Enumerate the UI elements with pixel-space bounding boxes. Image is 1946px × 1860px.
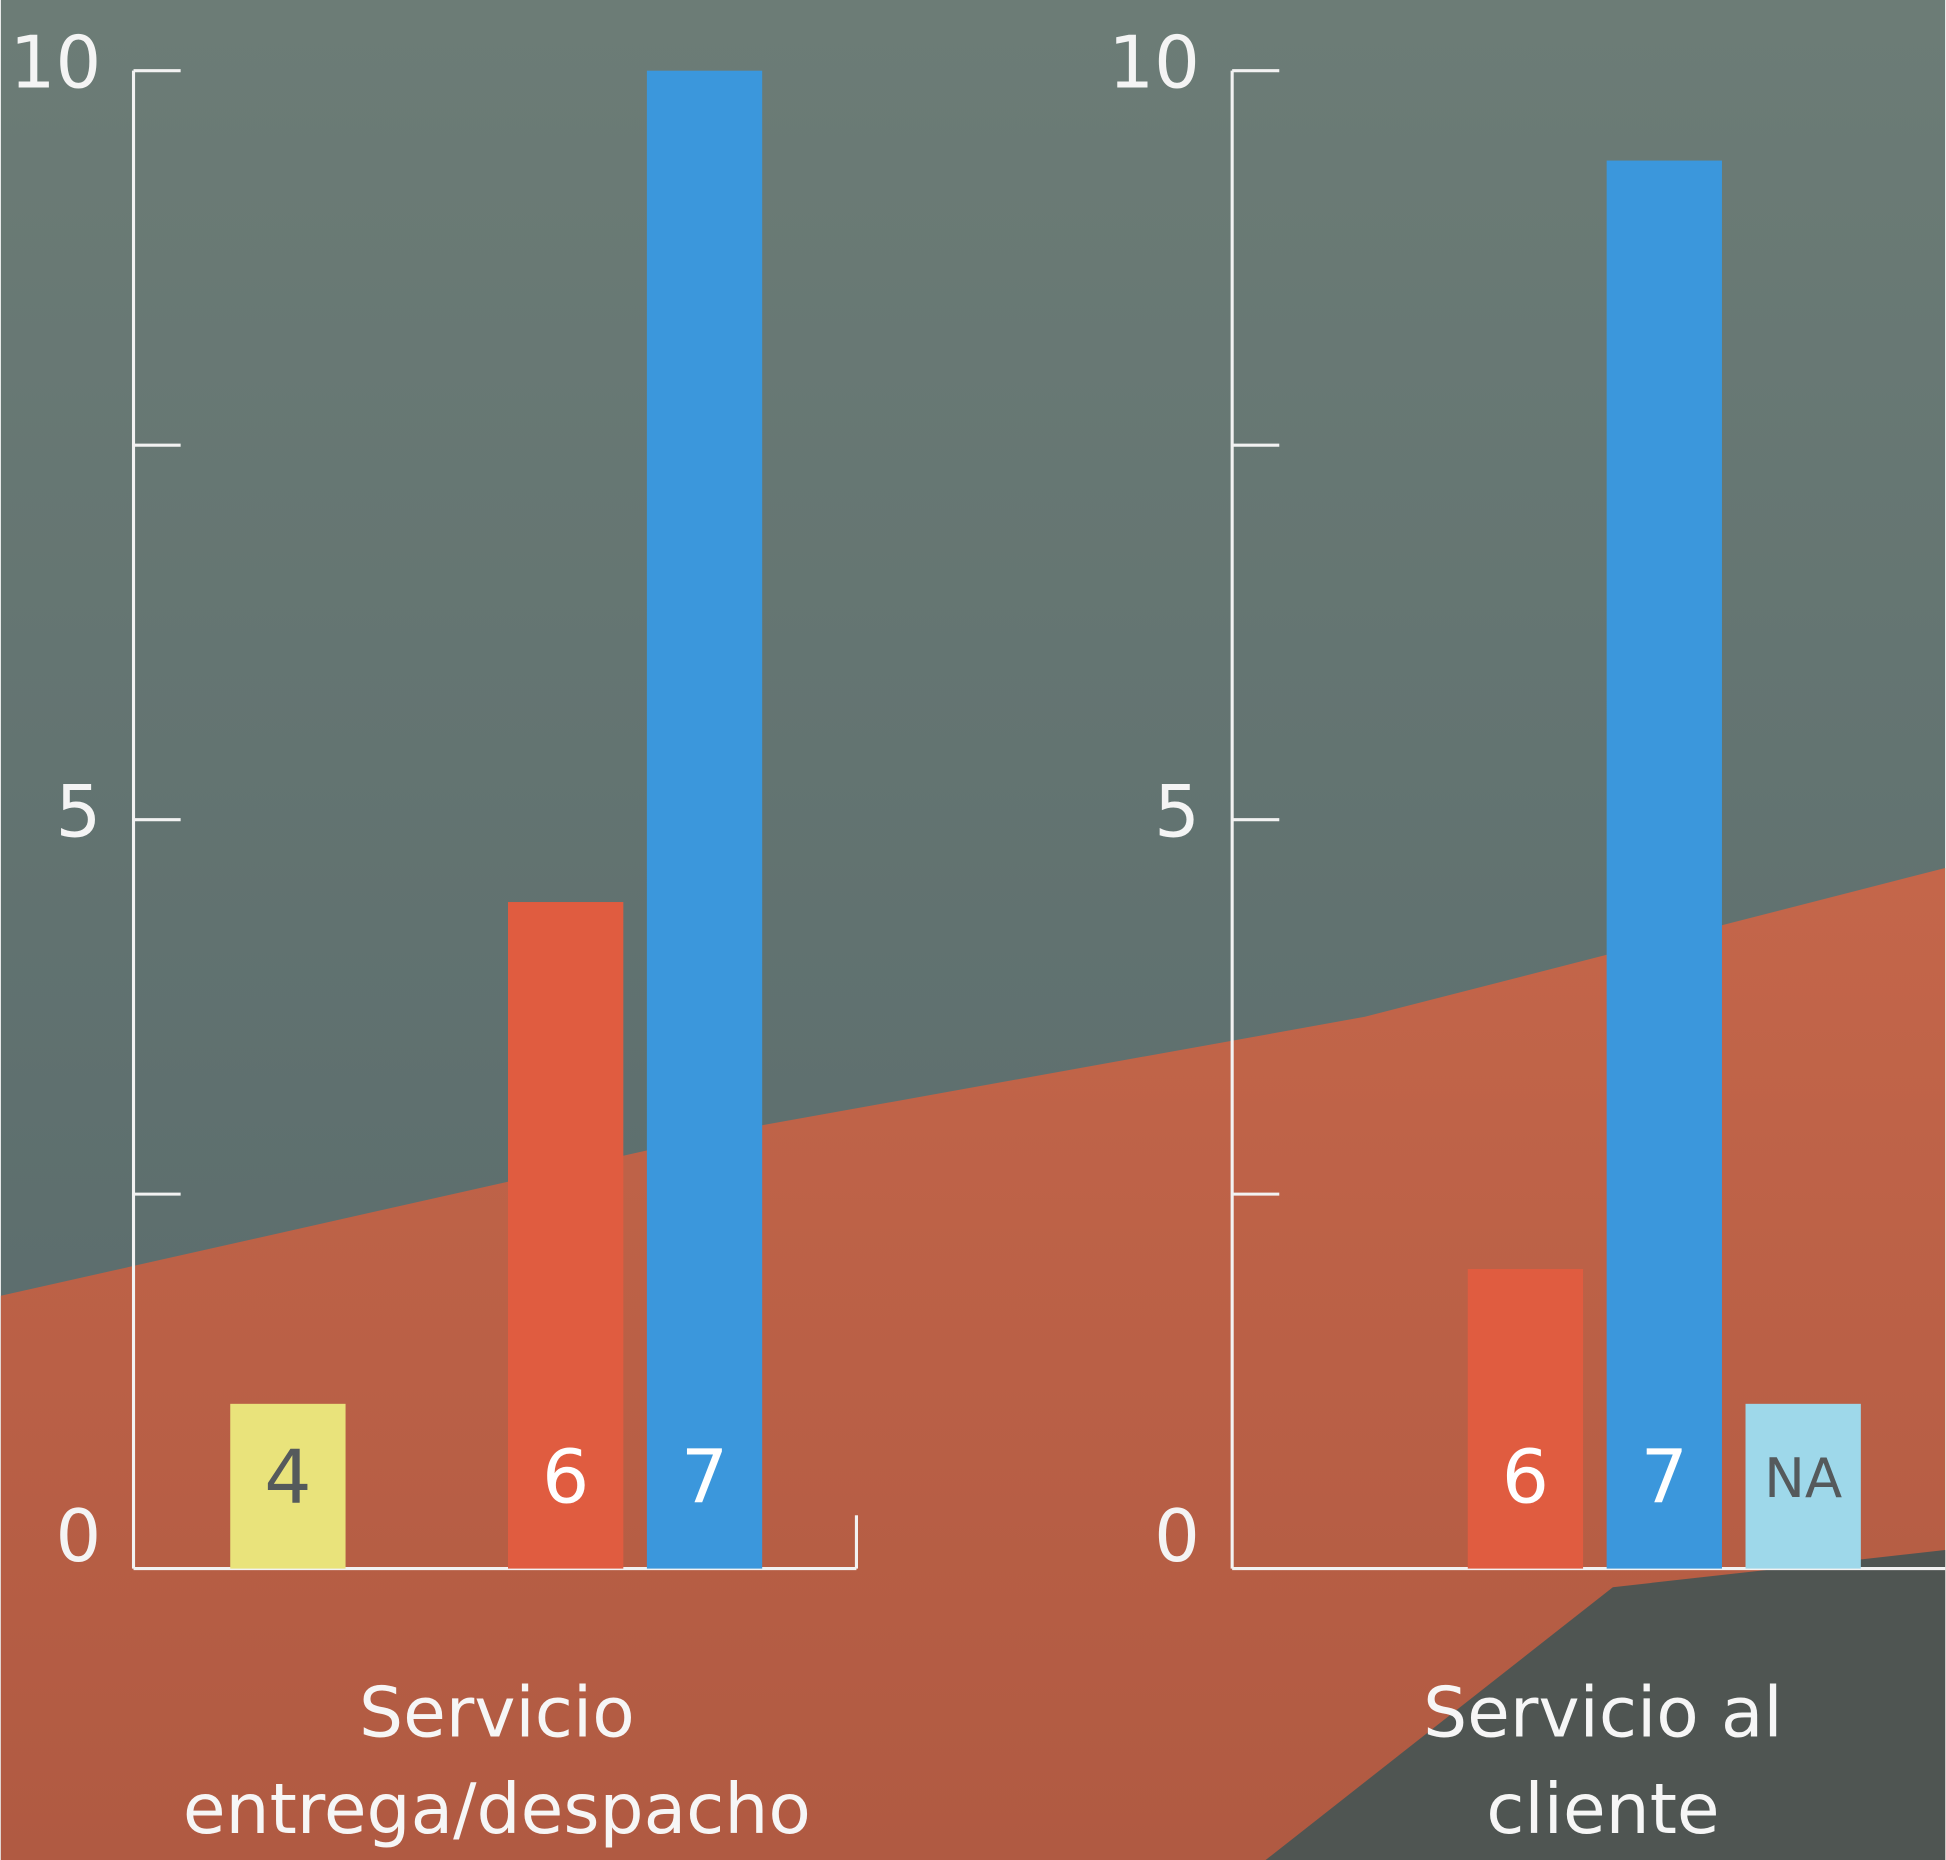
bar (1467, 1269, 1584, 1569)
bar-category-label: 4 (264, 1433, 311, 1520)
bar (646, 70, 763, 1569)
bar-category-label: 6 (1502, 1433, 1549, 1520)
x-axis-label: Servicio (359, 1673, 635, 1753)
bar (230, 1403, 346, 1569)
bar (508, 902, 624, 1569)
y-tick-label: 5 (56, 770, 102, 854)
y-tick-label: 10 (1108, 21, 1200, 105)
bar-category-label: 6 (542, 1433, 589, 1520)
y-tick-label: 0 (1154, 1494, 1200, 1578)
x-axis-label: cliente (1486, 1770, 1719, 1850)
bar-category-label: NA (1764, 1446, 1842, 1510)
bar-category-label: 7 (681, 1433, 728, 1520)
y-tick-label: 0 (56, 1494, 102, 1578)
background-object (1265, 1550, 1946, 1860)
y-tick-label: 10 (10, 21, 102, 105)
x-axis-label: Servicio al (1423, 1673, 1783, 1753)
y-tick-label: 5 (1154, 770, 1200, 854)
background-deck (0, 868, 1946, 1860)
bar (1606, 160, 1722, 1569)
x-axis-label: entrega/despacho (183, 1770, 811, 1850)
bar-category-label: 7 (1641, 1433, 1688, 1520)
bar (1745, 1403, 1861, 1569)
